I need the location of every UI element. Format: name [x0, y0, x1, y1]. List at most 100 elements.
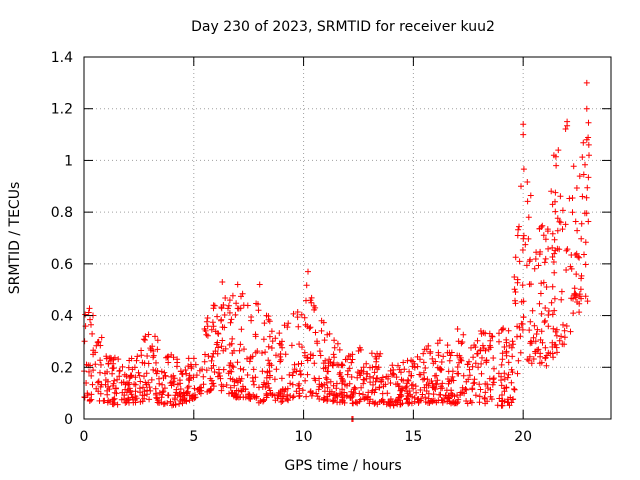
data-point: [291, 366, 298, 373]
data-point: [128, 355, 135, 362]
data-point: [139, 398, 146, 405]
data-point: [378, 379, 385, 385]
data-point: [542, 305, 549, 311]
data-point: [457, 356, 464, 363]
data-point: [372, 378, 379, 385]
data-point: [429, 355, 436, 362]
data-point: [264, 392, 271, 399]
data-point: [249, 374, 256, 381]
data-point: [524, 179, 531, 185]
data-point: [536, 300, 543, 307]
data-point: [387, 396, 394, 402]
data-point: [262, 349, 269, 356]
data-point: [266, 385, 273, 391]
data-point: [289, 394, 296, 401]
data-point: [525, 235, 532, 242]
data-point: [327, 378, 334, 385]
data-point: [227, 360, 234, 366]
y-tick-label: 0.8: [51, 205, 73, 221]
data-point: [135, 369, 142, 376]
chart-title: Day 230 of 2023, SRMTID for receiver kuu…: [191, 19, 495, 35]
data-point: [503, 349, 510, 356]
data-point: [476, 393, 483, 400]
data-point: [159, 391, 166, 398]
data-point: [545, 308, 552, 314]
data-point: [263, 312, 270, 319]
data-point: [177, 391, 184, 398]
data-point: [476, 399, 483, 406]
data-point: [420, 369, 427, 376]
data-point: [570, 163, 577, 170]
data-point: [211, 369, 218, 375]
data-point: [304, 354, 310, 361]
data-point: [571, 285, 578, 292]
data-point: [265, 343, 272, 350]
data-point: [578, 295, 585, 302]
data-point: [102, 370, 108, 377]
data-point: [141, 395, 148, 402]
data-point: [480, 329, 487, 336]
data-point: [585, 218, 592, 225]
data-point: [436, 391, 443, 398]
data-point: [477, 386, 484, 393]
data-point: [89, 381, 96, 388]
data-point: [494, 402, 501, 409]
data-point: [86, 368, 92, 375]
data-point: [121, 371, 128, 378]
data-point: [86, 397, 93, 404]
data-point: [146, 396, 153, 403]
data-point: [368, 350, 375, 357]
data-point: [156, 380, 163, 387]
data-point: [290, 310, 297, 317]
data-point: [251, 393, 258, 400]
data-point: [573, 250, 580, 257]
data-point: [514, 370, 521, 377]
data-point: [221, 312, 228, 318]
data-point: [518, 320, 525, 327]
data-point: [422, 394, 429, 401]
data-point: [171, 375, 178, 382]
data-points: [81, 79, 592, 422]
data-point: [534, 326, 541, 333]
y-tick-label: 0.2: [51, 360, 73, 376]
data-point: [201, 358, 208, 365]
data-point: [511, 386, 518, 393]
data-point: [101, 397, 108, 404]
data-point: [293, 388, 300, 395]
data-point: [278, 375, 285, 382]
data-point: [255, 301, 261, 308]
data-point: [337, 369, 344, 376]
data-point: [180, 390, 187, 396]
data-point: [361, 395, 368, 402]
data-point: [580, 139, 587, 146]
data-point: [169, 402, 175, 409]
data-point: [445, 368, 452, 375]
data-point: [204, 315, 211, 321]
data-point: [455, 338, 462, 345]
data-point: [314, 340, 321, 347]
data-point: [127, 372, 134, 379]
data-point: [547, 350, 554, 357]
data-point: [350, 389, 357, 396]
data-point: [154, 346, 161, 353]
data-point: [511, 386, 517, 392]
data-point: [279, 344, 286, 351]
data-point: [423, 346, 430, 353]
data-point: [580, 171, 587, 178]
data-point: [483, 357, 490, 364]
data-point: [408, 382, 415, 389]
x-tick-label: 0: [80, 429, 89, 445]
data-point: [190, 392, 196, 399]
data-point: [116, 373, 123, 380]
data-point: [501, 370, 508, 377]
x-axis-label: GPS time / hours: [284, 458, 401, 474]
data-point: [170, 354, 177, 361]
data-point: [360, 391, 366, 398]
data-point: [489, 333, 496, 340]
data-point: [549, 344, 556, 350]
data-point: [322, 357, 329, 364]
data-point: [450, 377, 457, 384]
data-point: [522, 241, 529, 248]
data-point: [220, 383, 227, 390]
data-point: [223, 382, 230, 388]
